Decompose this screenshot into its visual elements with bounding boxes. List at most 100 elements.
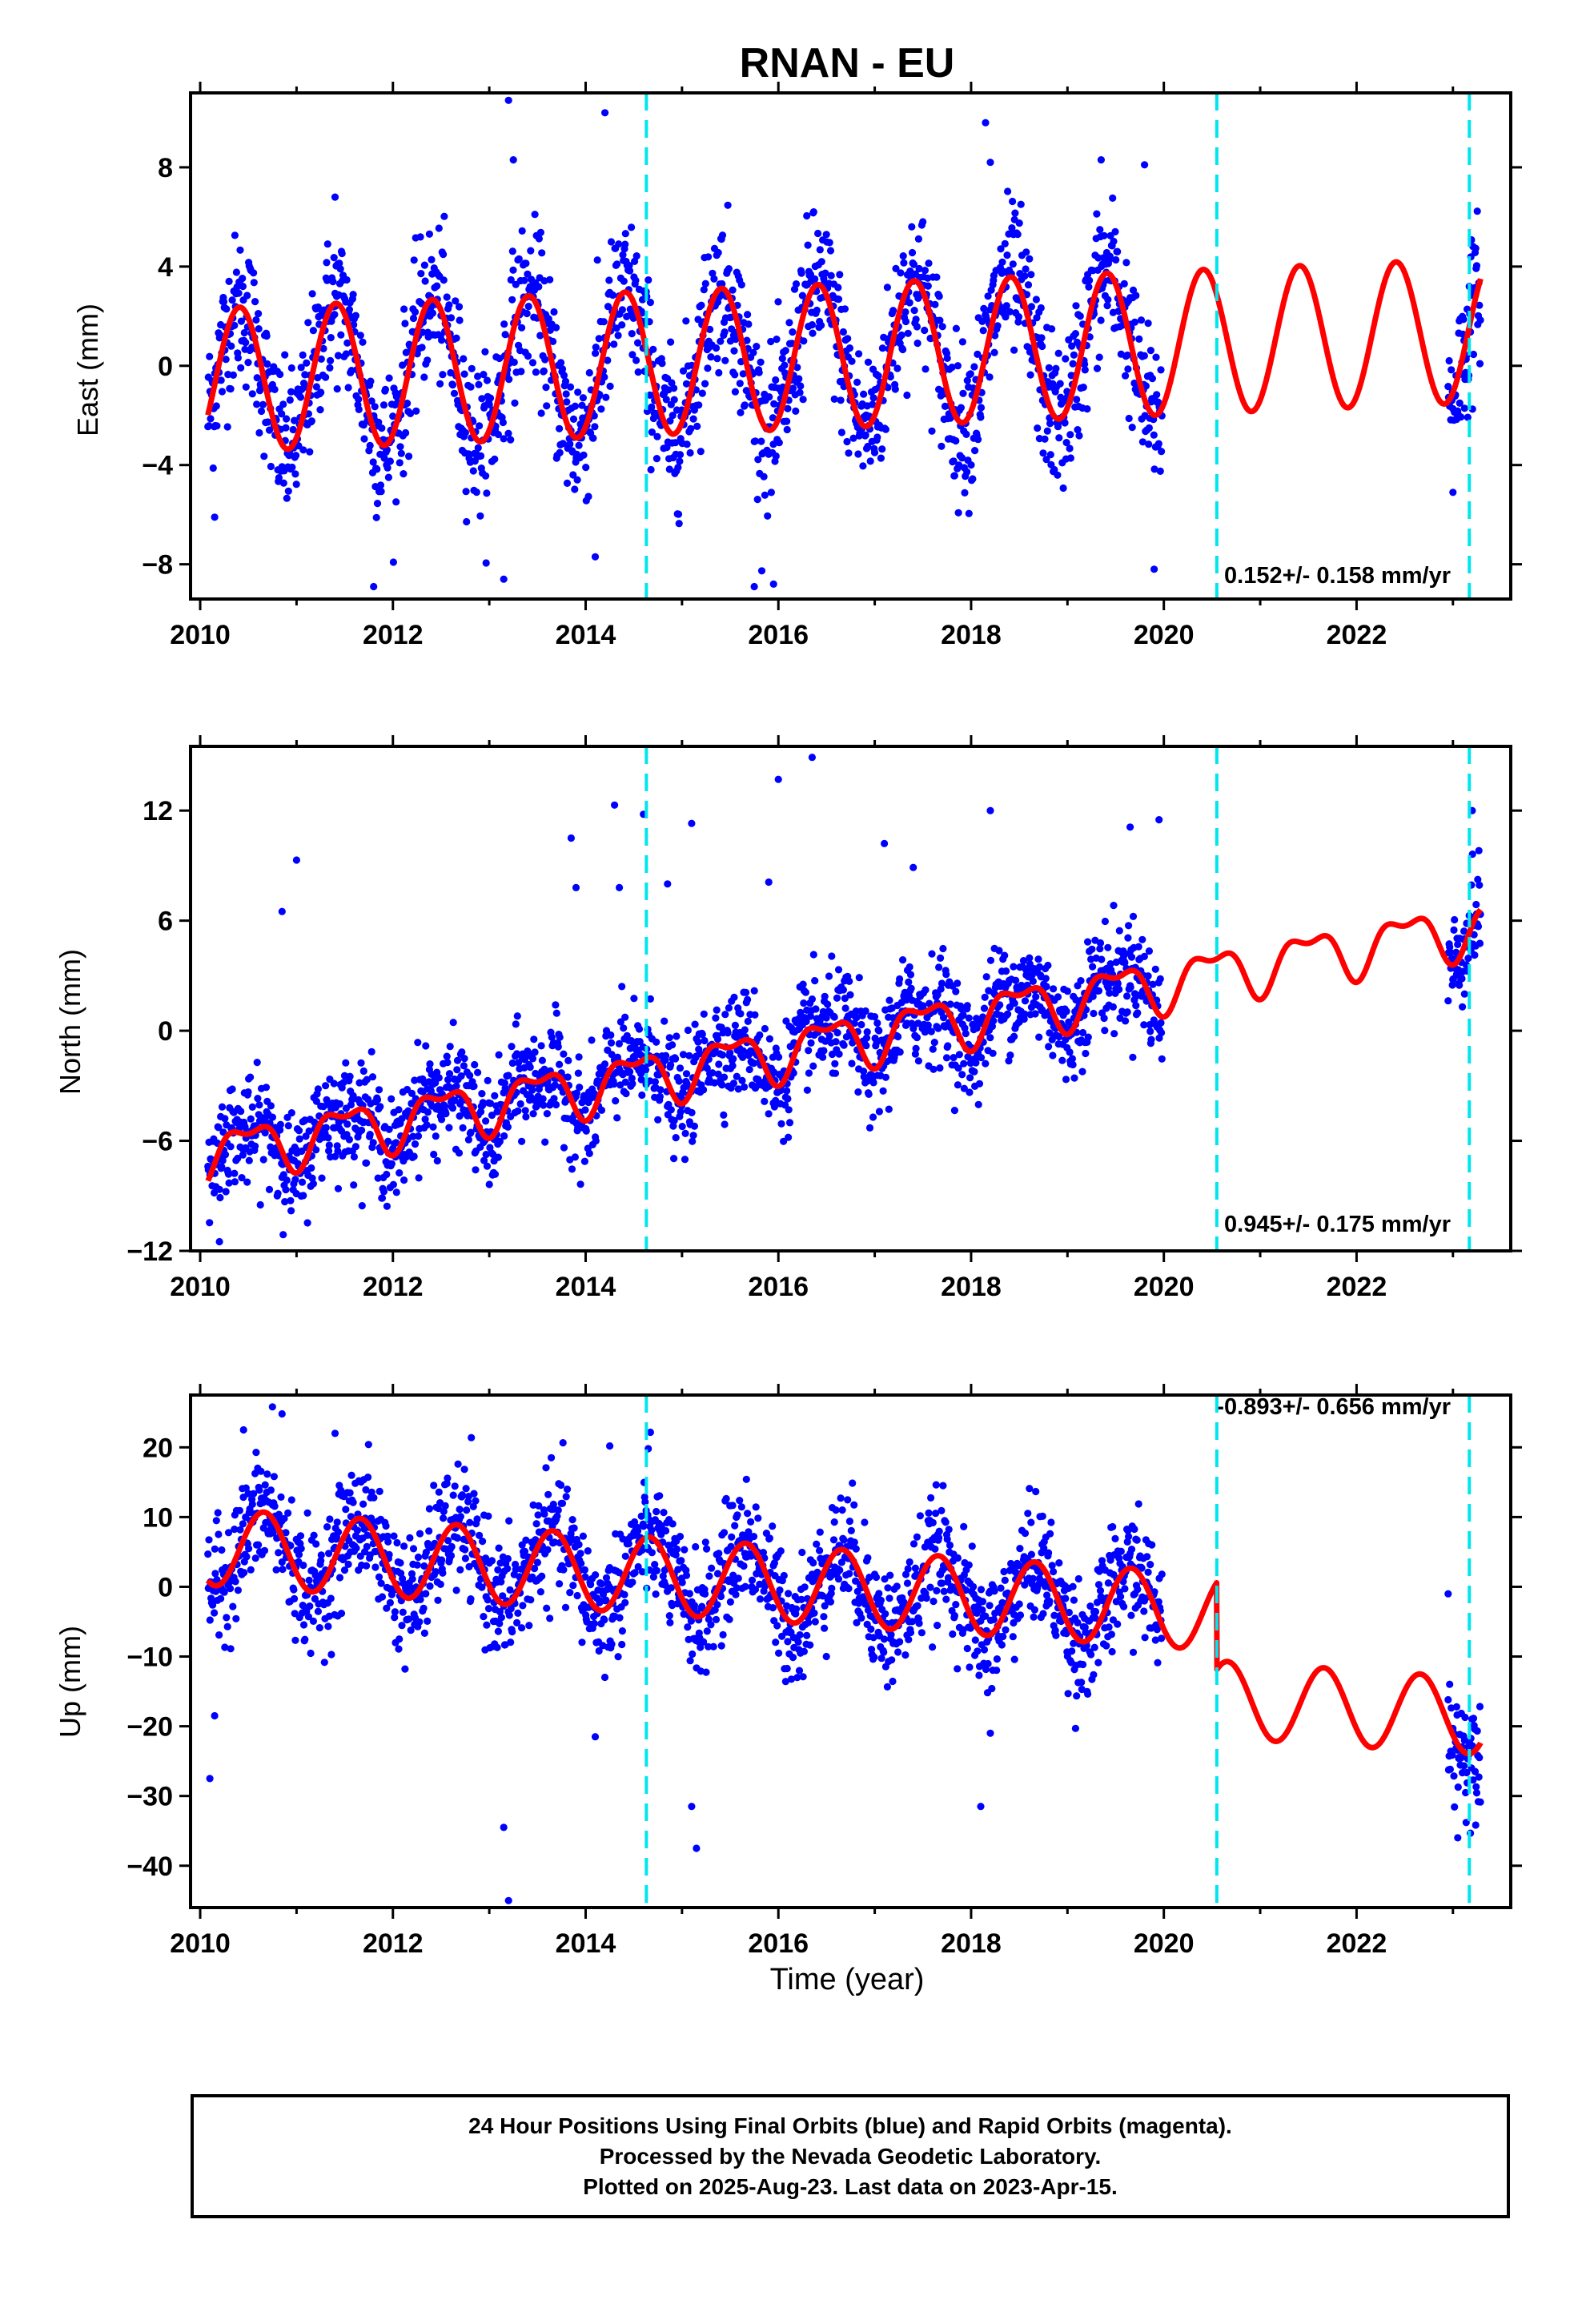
data-point	[518, 1624, 526, 1632]
data-point	[585, 368, 593, 377]
data-point	[795, 375, 803, 383]
data-point	[509, 266, 517, 274]
data-point	[319, 344, 327, 352]
data-point	[573, 476, 581, 484]
data-point	[652, 1038, 661, 1046]
data-point	[525, 1622, 533, 1630]
data-point	[870, 1013, 879, 1021]
data-point	[543, 402, 551, 410]
data-point	[296, 393, 305, 401]
data-point	[854, 450, 862, 458]
data-point	[524, 352, 532, 360]
data-point	[283, 494, 291, 502]
data-point	[378, 1593, 387, 1601]
data-point	[484, 1605, 493, 1613]
data-point	[367, 1047, 375, 1055]
data-point	[863, 1028, 871, 1036]
data-point	[276, 370, 284, 379]
data-point	[986, 1034, 994, 1042]
data-point	[712, 1014, 720, 1022]
data-point	[563, 398, 571, 406]
data-point	[606, 382, 614, 390]
data-point	[1475, 846, 1483, 854]
data-point	[1022, 265, 1030, 273]
data-point	[283, 1113, 291, 1121]
data-point	[761, 1024, 769, 1033]
data-point	[255, 428, 263, 437]
data-point	[592, 349, 600, 357]
data-point	[382, 1522, 390, 1530]
data-point	[255, 1486, 263, 1494]
data-point	[809, 329, 817, 337]
data-point	[694, 1038, 702, 1046]
data-point	[972, 1059, 980, 1067]
x-tick-label: 2012	[363, 620, 424, 650]
data-point	[265, 426, 274, 434]
data-point	[827, 271, 835, 279]
data-point	[938, 323, 946, 331]
data-point	[873, 1019, 881, 1027]
data-point	[620, 277, 628, 285]
data-point	[231, 231, 239, 239]
data-point	[318, 1174, 326, 1182]
data-point	[767, 337, 775, 346]
data-point	[1148, 375, 1156, 383]
outlier-point	[765, 878, 773, 887]
data-point	[1066, 444, 1074, 452]
data-point	[751, 1011, 759, 1019]
data-point	[232, 268, 240, 276]
data-point	[730, 993, 738, 1001]
chart-title: RNAN - EU	[740, 40, 955, 86]
data-point	[373, 465, 381, 473]
data-point	[889, 307, 897, 315]
data-point	[974, 1100, 982, 1108]
data-point	[1002, 967, 1010, 975]
outlier-point	[688, 819, 696, 827]
data-point	[685, 1051, 693, 1059]
data-point	[1035, 1033, 1043, 1041]
data-point	[414, 1132, 423, 1140]
data-point	[915, 264, 923, 273]
data-point	[1070, 1074, 1078, 1082]
data-point	[240, 1569, 248, 1577]
data-point	[261, 1481, 269, 1489]
x-axis-label: Time (year)	[770, 1963, 925, 1996]
data-point	[772, 452, 780, 460]
data-point	[634, 339, 642, 347]
data-point	[678, 1578, 686, 1586]
data-point	[514, 1107, 522, 1115]
data-point	[1114, 247, 1122, 255]
data-point	[480, 371, 488, 379]
data-point	[1115, 927, 1123, 935]
data-point	[702, 1668, 710, 1676]
data-point	[744, 1017, 752, 1025]
data-point	[322, 1082, 330, 1090]
data-point	[1003, 251, 1011, 259]
data-point	[413, 1561, 421, 1569]
data-point	[343, 339, 351, 347]
data-point	[440, 251, 448, 259]
data-point	[205, 1536, 213, 1544]
data-point	[576, 1084, 584, 1092]
data-point	[445, 301, 453, 309]
data-point	[323, 1523, 331, 1531]
data-point	[1123, 351, 1131, 360]
data-point	[363, 1159, 371, 1167]
data-point	[1042, 456, 1050, 464]
data-point	[826, 247, 835, 255]
data-point	[217, 1594, 225, 1602]
data-point	[387, 1095, 396, 1103]
data-point	[1069, 360, 1077, 368]
data-point	[508, 296, 516, 304]
data-point	[433, 1156, 441, 1165]
data-point	[990, 348, 998, 356]
y-tick-label: 4	[158, 252, 173, 283]
data-point	[697, 448, 705, 456]
data-point	[312, 1146, 320, 1154]
data-point	[1021, 272, 1029, 280]
data-point	[764, 512, 772, 520]
data-point	[447, 1551, 456, 1560]
data-point	[1100, 1014, 1108, 1023]
data-point	[260, 1546, 269, 1554]
data-point	[921, 267, 929, 275]
